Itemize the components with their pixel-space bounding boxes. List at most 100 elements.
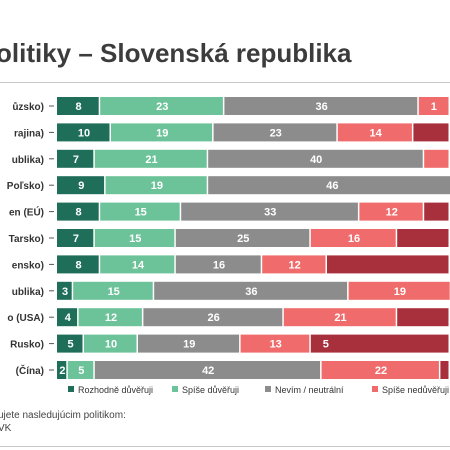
bar-segment-spise-nedoveruji <box>283 308 396 327</box>
bar-segment-nevim-neutralni <box>181 202 358 221</box>
data-label: 8 <box>76 259 82 271</box>
category-label: ublika) <box>12 155 44 166</box>
bar-segment-spise-doveruji <box>94 149 207 168</box>
source-note: VK <box>0 423 12 434</box>
legend-swatch-spise-doveruji <box>172 386 178 392</box>
category-label: Poľsko) <box>7 181 44 192</box>
category-label: Tarsko) <box>9 234 44 245</box>
bar-segment-nevim-neutralni <box>154 281 348 300</box>
bar-segment-spise-doveruji <box>67 361 94 379</box>
data-label: 8 <box>76 101 82 113</box>
data-label: 22 <box>375 365 387 377</box>
data-label: 14 <box>369 127 382 139</box>
bar-segment-nevim-neutralni <box>208 149 423 168</box>
bar-segment-nevim-neutralni <box>208 176 450 195</box>
category-label: ublika) <box>12 287 44 298</box>
bar-segment-spise-nedoveruji <box>262 255 326 274</box>
bar-segment-rozhodne-nedoveruji <box>424 202 449 221</box>
legend-label-rozhodne-doveruji: Rozhodně důvěřuji <box>78 385 153 395</box>
data-label: 26 <box>207 312 219 324</box>
legend-swatch-nevim-neutralni <box>265 386 271 392</box>
bar-segment-spise-nedoveruji <box>348 281 450 300</box>
data-label: 19 <box>151 180 163 192</box>
bar-segment-spise-doveruji <box>78 308 142 327</box>
category-label: ůzsko) <box>12 101 44 113</box>
data-label: 4 <box>65 312 72 324</box>
data-label: 21 <box>145 154 157 166</box>
bar-segment-rozhodne-doveruji <box>57 97 99 115</box>
data-label: 42 <box>202 365 214 377</box>
data-label: 13 <box>270 339 282 351</box>
bar-segment-spise-doveruji <box>111 123 213 142</box>
bar-segment-rozhodne-nedoveruji <box>397 229 449 247</box>
category-label: rajina) <box>14 128 44 139</box>
bar-segment-spise-nedoveruji <box>337 123 412 142</box>
bar-segment-spise-doveruji <box>100 255 175 274</box>
bar-segment-rozhodne-nedoveruji <box>397 308 449 327</box>
category-label: (Čína) <box>16 364 44 377</box>
data-label: 46 <box>326 180 338 192</box>
data-label: 36 <box>315 101 327 113</box>
legend-label-spise-doveruji: Spíše důvěřuji <box>182 385 239 395</box>
data-label: 12 <box>386 207 398 219</box>
data-label: 8 <box>76 207 82 219</box>
bar-segment-spise-doveruji <box>94 229 175 247</box>
data-label: 1 <box>431 101 437 113</box>
bar-segment-rozhodne-doveruji <box>57 281 72 300</box>
bar-segment-rozhodne-doveruji <box>57 229 94 247</box>
footer-divider <box>0 446 450 447</box>
data-label: 5 <box>67 339 73 351</box>
bar-segment-rozhodne-doveruji <box>57 255 99 274</box>
data-label: 10 <box>105 339 117 351</box>
data-label: 14 <box>132 259 145 271</box>
data-label: 36 <box>245 286 257 298</box>
question-note: ujete nasledujúcim politikom: <box>0 410 126 421</box>
data-label: 12 <box>105 312 117 324</box>
category-label: en (EÚ) <box>9 206 44 219</box>
bar-segment-rozhodne-nedoveruji <box>413 123 449 142</box>
data-label: 40 <box>310 154 322 166</box>
bar-segment-nevim-neutralni <box>143 308 283 327</box>
bar-segment-rozhodne-nedoveruji <box>440 361 449 379</box>
bar-segment-nevim-neutralni <box>224 97 418 115</box>
legend-label-spise-nedoveruji: Spíše nedůvěřuji <box>382 385 449 395</box>
bar-segment-nevim-neutralni <box>213 123 337 142</box>
data-label: 9 <box>78 180 84 192</box>
legend-swatch-rozhodne-doveruji <box>68 386 74 392</box>
bar-segment-spise-doveruji <box>105 176 207 195</box>
category-label: o (USA) <box>7 313 44 324</box>
data-label: 25 <box>237 233 249 245</box>
bar-segment-rozhodne-doveruji <box>57 176 105 195</box>
bar-segment-rozhodne-nedoveruji <box>327 255 449 274</box>
bar-segment-rozhodne-doveruji <box>57 123 110 142</box>
data-label: 12 <box>288 259 300 271</box>
bar-segment-nevim-neutralni <box>138 334 240 353</box>
category-label: ensko) <box>12 260 44 271</box>
bar-segment-nevim-neutralni <box>175 255 261 274</box>
bar-segment-spise-nedoveruji <box>321 361 439 379</box>
bar-segment-nevim-neutralni <box>175 229 310 247</box>
bar-segment-spise-doveruji <box>100 202 180 221</box>
bar-segment-rozhodne-nedoveruji <box>310 334 449 353</box>
data-label: 19 <box>394 286 406 298</box>
data-label: 5 <box>78 365 84 377</box>
data-label: 19 <box>156 127 168 139</box>
bar-segment-rozhodne-doveruji <box>57 334 83 353</box>
bar-segment-spise-nedoveruji <box>240 334 310 353</box>
bar-segment-spise-nedoveruji <box>359 202 423 221</box>
data-label: 15 <box>135 207 147 219</box>
bar-segment-rozhodne-doveruji <box>57 308 78 327</box>
bar-segment-spise-nedoveruji <box>424 149 449 168</box>
data-label: 19 <box>183 339 195 351</box>
bar-segment-rozhodne-doveruji <box>57 361 67 379</box>
data-label: 33 <box>264 207 276 219</box>
bar-segment-rozhodne-doveruji <box>57 149 94 168</box>
data-label: 10 <box>78 127 90 139</box>
bar-segment-spise-nedoveruji <box>418 97 449 115</box>
data-label: 2 <box>59 365 65 377</box>
bar-segment-nevim-neutralni <box>94 361 321 379</box>
bar-segment-spise-doveruji <box>100 97 223 115</box>
chart-title: olitiky – Slovenská republika <box>0 38 352 68</box>
data-label: 16 <box>348 233 360 245</box>
